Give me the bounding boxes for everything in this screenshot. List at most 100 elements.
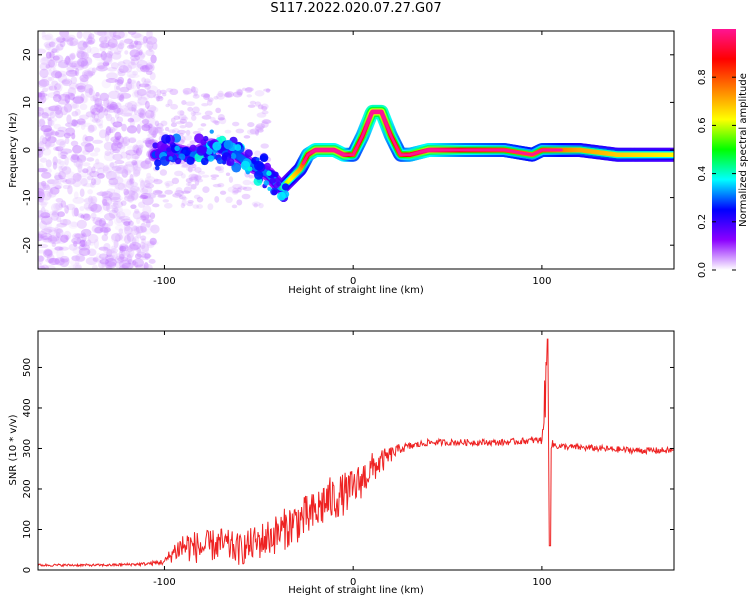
noise-blob	[154, 126, 164, 133]
noise-blob	[181, 100, 187, 105]
noise-blob	[153, 179, 163, 185]
noise-blob	[227, 186, 238, 193]
noise-blob	[112, 138, 120, 147]
noise-blob	[144, 228, 152, 235]
noise-blob	[38, 197, 45, 203]
noise-blob	[59, 218, 72, 226]
noise-blob	[92, 257, 99, 262]
ridge-blob	[203, 135, 209, 142]
noise-blob	[126, 232, 135, 243]
noise-blob	[77, 213, 84, 218]
ridge-blob	[186, 156, 195, 165]
noise-blob	[134, 152, 139, 162]
noise-blob	[128, 178, 134, 186]
noise-blob	[247, 122, 255, 128]
noise-blob	[214, 195, 220, 203]
noise-blob	[56, 223, 67, 228]
noise-blob	[126, 153, 132, 160]
noise-blob	[248, 174, 253, 179]
ridge-blob	[166, 147, 172, 153]
noise-blob	[144, 78, 151, 84]
noise-blob	[38, 233, 44, 242]
noise-blob	[126, 145, 134, 150]
snr-y-tick-label: 400	[22, 398, 33, 417]
noise-blob	[69, 258, 80, 266]
noise-blob	[127, 137, 137, 144]
noise-blob	[144, 252, 151, 260]
noise-blob	[187, 200, 194, 204]
noise-blob	[88, 195, 93, 204]
noise-blob	[165, 182, 170, 189]
noise-blob	[144, 64, 153, 70]
noise-blob	[207, 97, 214, 102]
noise-blob	[45, 51, 52, 59]
noise-blob	[48, 85, 58, 91]
noise-blob	[38, 200, 49, 206]
noise-blob	[104, 150, 111, 157]
noise-blob	[99, 45, 106, 52]
noise-blob	[159, 89, 167, 95]
noise-blob	[67, 86, 77, 97]
noise-blob	[72, 232, 82, 240]
noise-blob	[68, 243, 78, 251]
noise-blob	[45, 140, 50, 150]
noise-blob	[120, 200, 127, 206]
noise-blob	[121, 123, 127, 132]
noise-blob	[141, 186, 153, 194]
noise-blob	[117, 70, 126, 77]
noise-blob	[55, 235, 68, 245]
noise-blob	[110, 116, 116, 125]
noise-blob	[130, 32, 142, 39]
noise-blob	[132, 87, 141, 95]
noise-blob	[107, 38, 118, 49]
noise-blob	[129, 173, 134, 183]
noise-blob	[263, 88, 271, 92]
noise-blob	[38, 262, 42, 268]
noise-blob	[45, 141, 52, 149]
noise-blob	[47, 119, 55, 127]
noise-blob	[51, 242, 57, 248]
noise-blob	[67, 92, 76, 101]
noise-blob	[101, 234, 109, 242]
noise-blob	[149, 212, 156, 220]
noise-blob	[83, 61, 90, 67]
noise-blob	[127, 78, 132, 85]
noise-blob	[128, 136, 137, 144]
noise-blob	[106, 188, 116, 194]
noise-blob	[80, 122, 93, 128]
colorbar-label: Normalized spectral amplitude	[738, 73, 749, 227]
colorbar-tick-label: 0.0	[697, 262, 708, 278]
noise-blob	[180, 164, 189, 169]
noise-blob	[93, 103, 100, 110]
noise-blob	[126, 253, 132, 264]
noise-blob	[65, 127, 76, 137]
noise-blob	[231, 204, 238, 209]
spectrogram-y-label: Frequency (Hz)	[8, 112, 19, 188]
noise-blob	[140, 160, 150, 170]
noise-blob	[38, 111, 42, 118]
noise-blob	[56, 70, 67, 77]
noise-blob	[103, 97, 110, 108]
noise-blob	[192, 93, 200, 99]
noise-blob	[126, 79, 136, 85]
noise-blob	[224, 92, 233, 98]
noise-blob	[53, 202, 63, 211]
noise-blob	[144, 100, 150, 110]
noise-blob	[135, 40, 142, 50]
noise-blob	[96, 203, 104, 214]
noise-blob	[147, 123, 154, 129]
noise-blob	[260, 121, 269, 128]
noise-blob	[72, 103, 80, 109]
noise-blob	[120, 257, 130, 264]
noise-blob	[87, 124, 95, 133]
noise-blob	[40, 190, 52, 201]
noise-blob	[64, 31, 70, 38]
snr-x-tick-label: 0	[350, 577, 356, 588]
noise-blob	[80, 213, 90, 219]
noise-blob	[156, 89, 162, 97]
noise-blob	[55, 139, 66, 146]
noise-blob	[125, 161, 136, 167]
noise-blob	[200, 93, 211, 98]
noise-blob	[53, 158, 64, 169]
noise-blob	[99, 226, 112, 233]
